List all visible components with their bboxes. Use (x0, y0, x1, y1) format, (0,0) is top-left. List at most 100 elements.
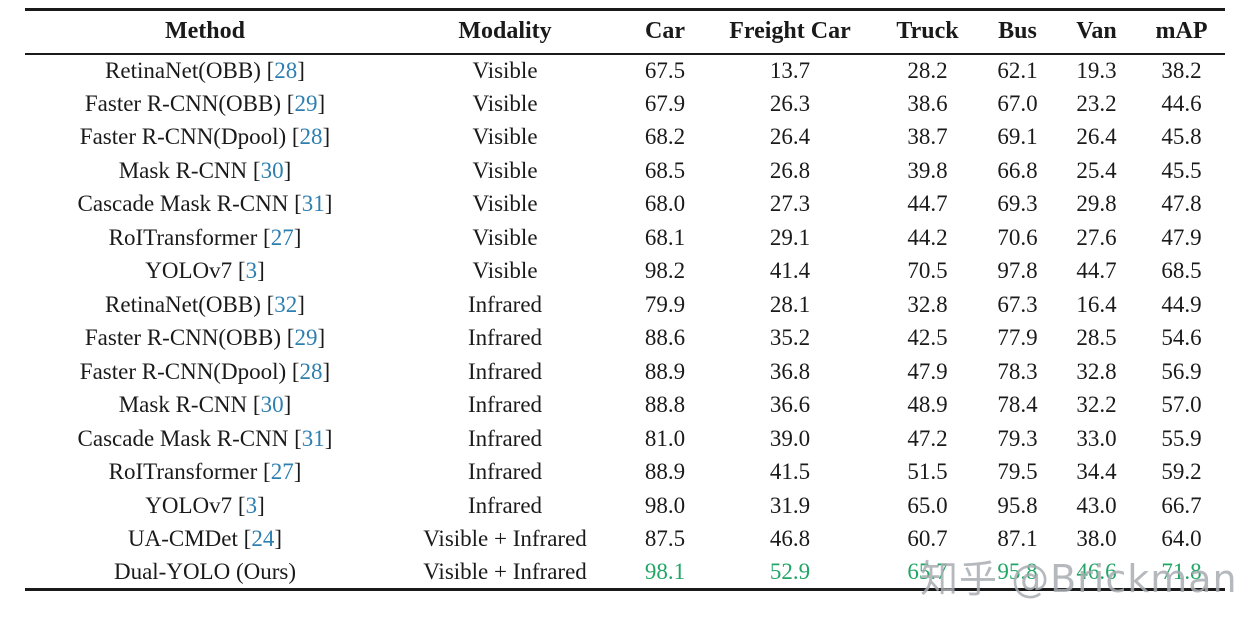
method-cell: RetinaNet(OBB) [28] (25, 54, 385, 88)
value-cell-bus: 97.8 (997, 258, 1038, 284)
table-row: Faster R-CNN(OBB) [29] Infrared 88.6 35.… (25, 322, 1225, 356)
value-cell-map: 38.2 (1161, 57, 1202, 83)
citation-link[interactable]: 29 (294, 90, 318, 116)
method-cell: Cascade Mask R-CNN [31] (25, 422, 385, 456)
table-row: Cascade Mask R-CNN [31] Visible 68.0 27.… (25, 188, 1225, 222)
value-cell-freight-car: 52.9 (769, 559, 811, 584)
citation-link[interactable]: 28 (299, 358, 323, 384)
citation-link[interactable]: 32 (274, 291, 298, 317)
value-cell-freight-car: 36.6 (769, 392, 811, 418)
method-name: Faster R-CNN(OBB) (84, 90, 282, 116)
value-cell-map: 71.8 (1161, 559, 1202, 584)
method-cell: YOLOv7 [3] (25, 255, 385, 289)
value-cell-bus: 87.1 (997, 526, 1038, 552)
table-row: Mask R-CNN [30] Visible 68.5 26.8 39.8 6… (25, 154, 1225, 188)
method-cell: Dual-YOLO (Ours) (25, 556, 385, 590)
value-cell-van: 26.4 (1076, 124, 1117, 150)
citation-close-bracket: ] (317, 90, 326, 116)
value-cell-map: 44.6 (1161, 90, 1202, 116)
table-row: Mask R-CNN [30] Infrared 88.8 36.6 48.9 … (25, 389, 1225, 423)
modality-cell: Infrared (467, 459, 543, 485)
value-cell-car: 79.9 (644, 291, 686, 317)
method-name: Faster R-CNN(OBB) (84, 325, 282, 351)
value-cell-bus: 95.8 (997, 492, 1038, 518)
value-cell-truck: 32.8 (907, 291, 948, 317)
table-body: RetinaNet(OBB) [28] Visible 67.5 13.7 28… (25, 54, 1225, 590)
value-cell-bus: 69.3 (997, 191, 1038, 217)
value-cell-van: 19.3 (1076, 57, 1117, 83)
method-name: RetinaNet(OBB) (105, 57, 261, 83)
citation-close-bracket: ] (317, 325, 326, 351)
citation-close-bracket: ] (257, 258, 265, 284)
citation-link[interactable]: 3 (245, 258, 258, 284)
col-header-van: Van (1076, 18, 1117, 45)
citation-link[interactable]: 27 (270, 224, 294, 250)
citation-link[interactable]: 3 (245, 492, 258, 518)
value-cell-truck: 44.7 (907, 191, 948, 217)
citation-open-bracket: [ (237, 492, 246, 518)
modality-cell: Visible + Infrared (423, 559, 587, 584)
value-cell-bus: 77.9 (997, 325, 1038, 351)
method-name: RoITransformer (108, 224, 258, 250)
method-cell: Cascade Mask R-CNN [31] (25, 188, 385, 222)
value-cell-map: 45.5 (1161, 157, 1202, 183)
citation-link[interactable]: 30 (260, 392, 284, 418)
table-row: RoITransformer [27] Infrared 88.9 41.5 5… (25, 456, 1225, 490)
citation-link[interactable]: 30 (260, 157, 284, 183)
method-name: UA-CMDet (128, 526, 238, 552)
citation-wrap: [30] (247, 158, 291, 183)
citation-link[interactable]: 27 (270, 459, 294, 485)
value-cell-bus: 78.3 (997, 358, 1038, 384)
value-cell-car: 98.2 (644, 258, 686, 284)
modality-cell: Infrared (467, 325, 543, 351)
value-cell-car: 68.5 (644, 157, 686, 183)
method-cell: Faster R-CNN(OBB) [29] (25, 87, 385, 121)
table-row: UA-CMDet [24] Visible + Infrared 87.5 46… (25, 523, 1225, 557)
value-cell-bus: 69.1 (997, 124, 1038, 150)
citation-close-bracket: ] (283, 157, 292, 183)
citation-close-bracket: ] (322, 124, 331, 150)
citation-wrap: [32] (261, 292, 305, 317)
value-cell-bus: 70.6 (997, 224, 1038, 250)
method-name: YOLOv7 (145, 258, 233, 284)
value-cell-car: 68.0 (644, 191, 686, 217)
method-cell: YOLOv7 [3] (25, 489, 385, 523)
value-cell-truck: 65.0 (907, 492, 948, 518)
citation-link[interactable]: 29 (294, 325, 318, 351)
citation-wrap: [28] (286, 124, 330, 149)
citation-close-bracket: ] (297, 291, 305, 317)
value-cell-van: 38.0 (1076, 526, 1117, 552)
value-cell-truck: 38.7 (907, 124, 948, 150)
value-cell-car: 87.5 (644, 526, 686, 552)
value-cell-map: 47.8 (1161, 191, 1202, 217)
method-name: Cascade Mask R-CNN (77, 425, 289, 451)
citation-link[interactable]: 28 (299, 124, 323, 150)
citation-wrap: [3] (232, 258, 265, 283)
citation-link[interactable]: 31 (301, 425, 325, 451)
value-cell-bus: 67.3 (997, 291, 1038, 317)
value-cell-map: 47.9 (1161, 224, 1202, 250)
col-header-truck: Truck (896, 18, 959, 45)
modality-cell: Visible + Infrared (423, 526, 587, 552)
method-cell: RoITransformer [27] (25, 221, 385, 255)
modality-cell: Infrared (467, 492, 543, 518)
value-cell-map: 59.2 (1161, 459, 1202, 485)
value-cell-map: 55.9 (1161, 425, 1202, 451)
value-cell-van: 28.5 (1076, 325, 1117, 351)
value-cell-car: 88.6 (644, 325, 686, 351)
table-row: Faster R-CNN(OBB) [29] Visible 67.9 26.3… (25, 87, 1225, 121)
citation-wrap: [27] (257, 225, 301, 250)
value-cell-car: 68.2 (644, 124, 686, 150)
table-row: Faster R-CNN(Dpool) [28] Visible 68.2 26… (25, 121, 1225, 155)
method-cell: RoITransformer [27] (25, 456, 385, 490)
citation-close-bracket: ] (297, 57, 305, 83)
table-row: RetinaNet(OBB) [28] Visible 67.5 13.7 28… (25, 54, 1225, 88)
citation-close-bracket: ] (324, 191, 333, 217)
citation-open-bracket: [ (291, 358, 300, 384)
citation-wrap: [31] (288, 426, 332, 451)
citation-link[interactable]: 28 (274, 57, 298, 83)
value-cell-car: 67.9 (644, 90, 686, 116)
citation-link[interactable]: 24 (251, 526, 275, 552)
citation-link[interactable]: 31 (301, 191, 325, 217)
